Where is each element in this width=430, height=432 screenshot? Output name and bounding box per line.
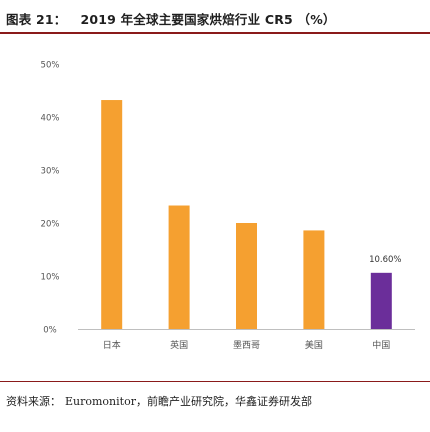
source-value: Euromonitor，前瞻产业研究院，华鑫证券研发部 (65, 395, 312, 408)
bar-group (101, 100, 392, 329)
bar-4 (303, 230, 325, 329)
x-tick-label: 美国 (305, 339, 323, 351)
y-tick-label: 20% (41, 220, 60, 230)
bar-data-label: 10.60% (369, 255, 401, 265)
bar-3 (236, 223, 257, 329)
bar-2 (168, 205, 190, 329)
x-tick-label: 中国 (372, 339, 390, 351)
y-tick-label: 50% (41, 61, 60, 71)
x-axis-labels: 日本 英国 墨西哥 美国 中国 (103, 339, 391, 351)
x-tick-label: 英国 (170, 339, 188, 351)
figure-source: 资料来源： Euromonitor，前瞻产业研究院，华鑫证券研发部 (6, 393, 312, 409)
y-tick-label: 10% (41, 273, 60, 283)
figure-label: 图表 21： (6, 12, 67, 27)
footer-divider (0, 381, 430, 382)
figure-title-line: 图表 21： 2019 年全球主要国家烘焙行业 CR5 （%） (6, 9, 336, 28)
y-tick-label: 0% (43, 326, 57, 336)
y-axis-labels: 0% 10% 20% 30% 40% 50% (41, 61, 60, 336)
y-tick-label: 40% (41, 114, 60, 124)
source-label: 资料来源： (6, 395, 61, 408)
bar-1 (101, 100, 123, 329)
bar-chart: 0% 10% 20% 30% 40% 50% 10.60% 日本 英国 墨西哥 美国 中国 (41, 61, 415, 351)
x-tick-label: 墨西哥 (233, 340, 260, 351)
data-label-group: 10.60% (369, 255, 401, 265)
figure-header: 图表 21： 2019 年全球主要国家烘焙行业 CR5 （%） (0, 0, 430, 34)
bar-5 (370, 272, 392, 329)
x-tick-label: 日本 (103, 339, 121, 351)
figure-title: 2019 年全球主要国家烘焙行业 CR5 （%） (80, 12, 336, 27)
y-tick-label: 30% (41, 167, 60, 177)
header-divider (0, 32, 430, 34)
